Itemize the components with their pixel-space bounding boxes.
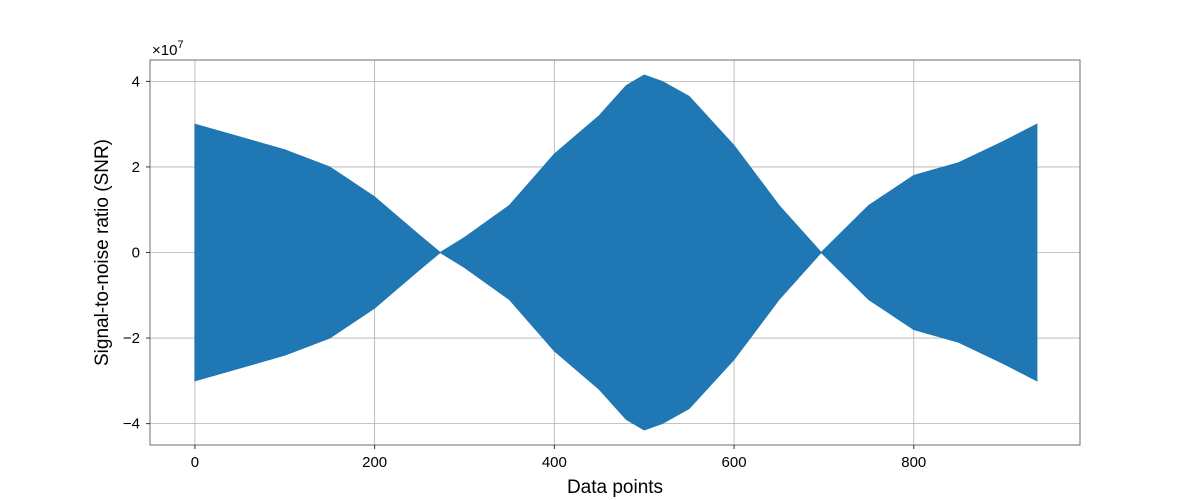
y-offset-base: ×10 [152, 42, 177, 59]
y-axis-title: Signal-to-noise ratio (SNR) [92, 139, 113, 366]
x-axis-title: Data points [567, 477, 663, 498]
y-offset-label: ×107 [152, 39, 184, 59]
x-tick-label: 400 [542, 454, 567, 471]
y-tick-label: 0 [132, 245, 140, 262]
x-tick-label: 0 [191, 454, 199, 471]
signal-series [194, 74, 1038, 431]
y-tick-label: −4 [123, 416, 140, 433]
signal-envelope-area [194, 74, 1038, 431]
x-tick-label: 200 [362, 454, 387, 471]
x-tick-label: 800 [901, 454, 926, 471]
y-tick-label: 2 [132, 159, 140, 176]
x-tick-label: 600 [722, 454, 747, 471]
y-tick-label: −2 [123, 330, 140, 347]
y-tick-label: 4 [132, 73, 140, 90]
axis-ticks: 0 200 400 600 800 4 2 0 −2 −4 [123, 73, 926, 471]
y-offset-exponent: 7 [177, 39, 183, 51]
